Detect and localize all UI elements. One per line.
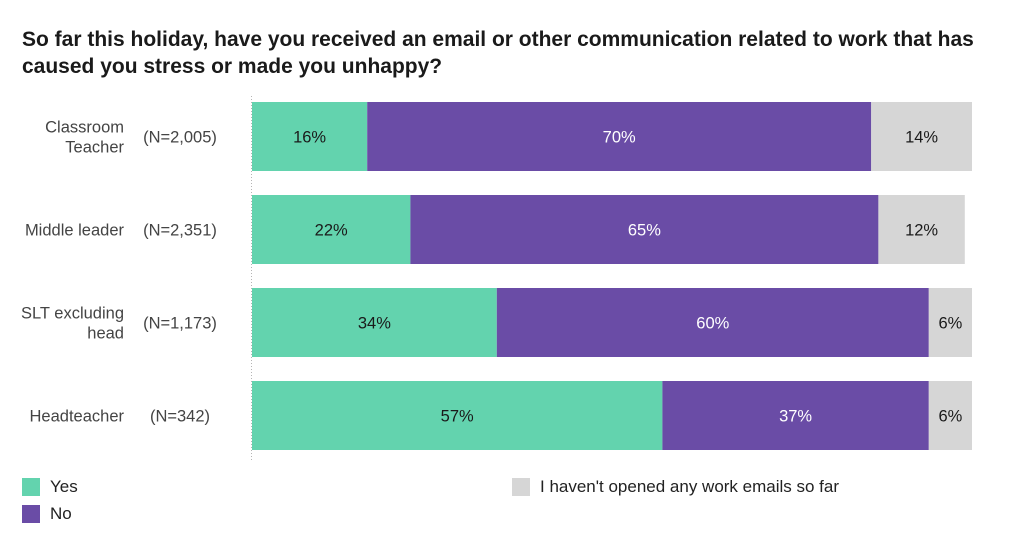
bar-segment-yes-headteacher: [252, 381, 663, 450]
bar-segment-unopened-middle-leader: [878, 195, 965, 264]
bar-segment-yes-middle-leader: [252, 195, 411, 264]
legend-item-unopened: I haven't opened any work emails so far: [512, 477, 839, 497]
legend-label-unopened: I haven't opened any work emails so far: [540, 477, 840, 496]
sample-size-label-slt-excluding-head: (N=1,173): [143, 315, 217, 333]
category-label-headteacher: Headteacher: [30, 408, 125, 426]
data-label-no-classroom-teacher: 70%: [603, 129, 636, 147]
category-label-slt-excluding-head: head: [87, 325, 124, 343]
data-label-unopened-slt-excluding-head: 6%: [938, 315, 962, 333]
bar-segment-unopened-headteacher: [928, 381, 972, 450]
bar-segment-unopened-slt-excluding-head: [928, 288, 972, 357]
category-label-slt-excluding-head: SLT excluding: [21, 305, 124, 323]
data-label-no-slt-excluding-head: 60%: [696, 315, 729, 333]
data-label-yes-middle-leader: 22%: [315, 222, 348, 240]
legend-label-yes: Yes: [50, 477, 78, 496]
bar-segment-no-slt-excluding-head: [496, 288, 929, 357]
sample-size-label-middle-leader: (N=2,351): [143, 222, 217, 240]
data-label-yes-headteacher: 57%: [441, 408, 474, 426]
legend-swatch-unopened: [512, 478, 530, 496]
sample-size-label-classroom-teacher: (N=2,005): [143, 129, 217, 147]
data-label-yes-slt-excluding-head: 34%: [358, 315, 391, 333]
bar-segment-unopened-classroom-teacher: [871, 102, 972, 171]
category-label-middle-leader: Middle leader: [25, 222, 125, 240]
bar-segment-no-middle-leader: [410, 195, 879, 264]
bar-segment-no-classroom-teacher: [367, 102, 872, 171]
sample-size-label-headteacher: (N=342): [150, 408, 210, 426]
data-label-unopened-classroom-teacher: 14%: [905, 129, 938, 147]
legend-item-no: No: [22, 504, 72, 524]
bar-segment-no-headteacher: [662, 381, 929, 450]
bar-segment-yes-classroom-teacher: [252, 102, 368, 171]
data-label-unopened-headteacher: 6%: [938, 408, 962, 426]
category-label-classroom-teacher: Classroom: [45, 119, 124, 137]
legend-label-no: No: [50, 504, 72, 523]
category-label-classroom-teacher: Teacher: [65, 139, 124, 157]
data-label-yes-classroom-teacher: 16%: [293, 129, 326, 147]
legend-swatch-yes: [22, 478, 40, 496]
legend-swatch-no: [22, 505, 40, 523]
data-label-unopened-middle-leader: 12%: [905, 222, 938, 240]
data-label-no-middle-leader: 65%: [628, 222, 661, 240]
chart-title: So far this holiday, have you received a…: [22, 28, 974, 78]
legend-item-yes: Yes: [22, 477, 78, 497]
bar-segment-yes-slt-excluding-head: [252, 288, 497, 357]
data-label-no-headteacher: 37%: [779, 408, 812, 426]
